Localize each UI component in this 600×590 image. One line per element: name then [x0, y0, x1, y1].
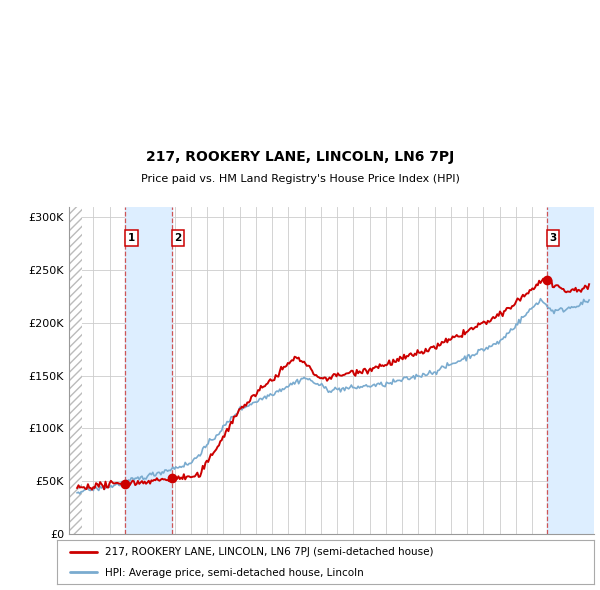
Text: 217, ROOKERY LANE, LINCOLN, LN6 7PJ: 217, ROOKERY LANE, LINCOLN, LN6 7PJ [146, 150, 454, 164]
Text: 217, ROOKERY LANE, LINCOLN, LN6 7PJ (semi-detached house): 217, ROOKERY LANE, LINCOLN, LN6 7PJ (sem… [106, 548, 434, 557]
Bar [547, 206, 594, 534]
Text: Price paid vs. HM Land Registry's House Price Index (HPI): Price paid vs. HM Land Registry's House … [140, 174, 460, 184]
Text: 2: 2 [175, 233, 182, 243]
Text: 1: 1 [128, 233, 135, 243]
Bar [125, 206, 172, 534]
Text: 3: 3 [550, 233, 557, 243]
Text: HPI: Average price, semi-detached house, Lincoln: HPI: Average price, semi-detached house,… [106, 568, 364, 578]
